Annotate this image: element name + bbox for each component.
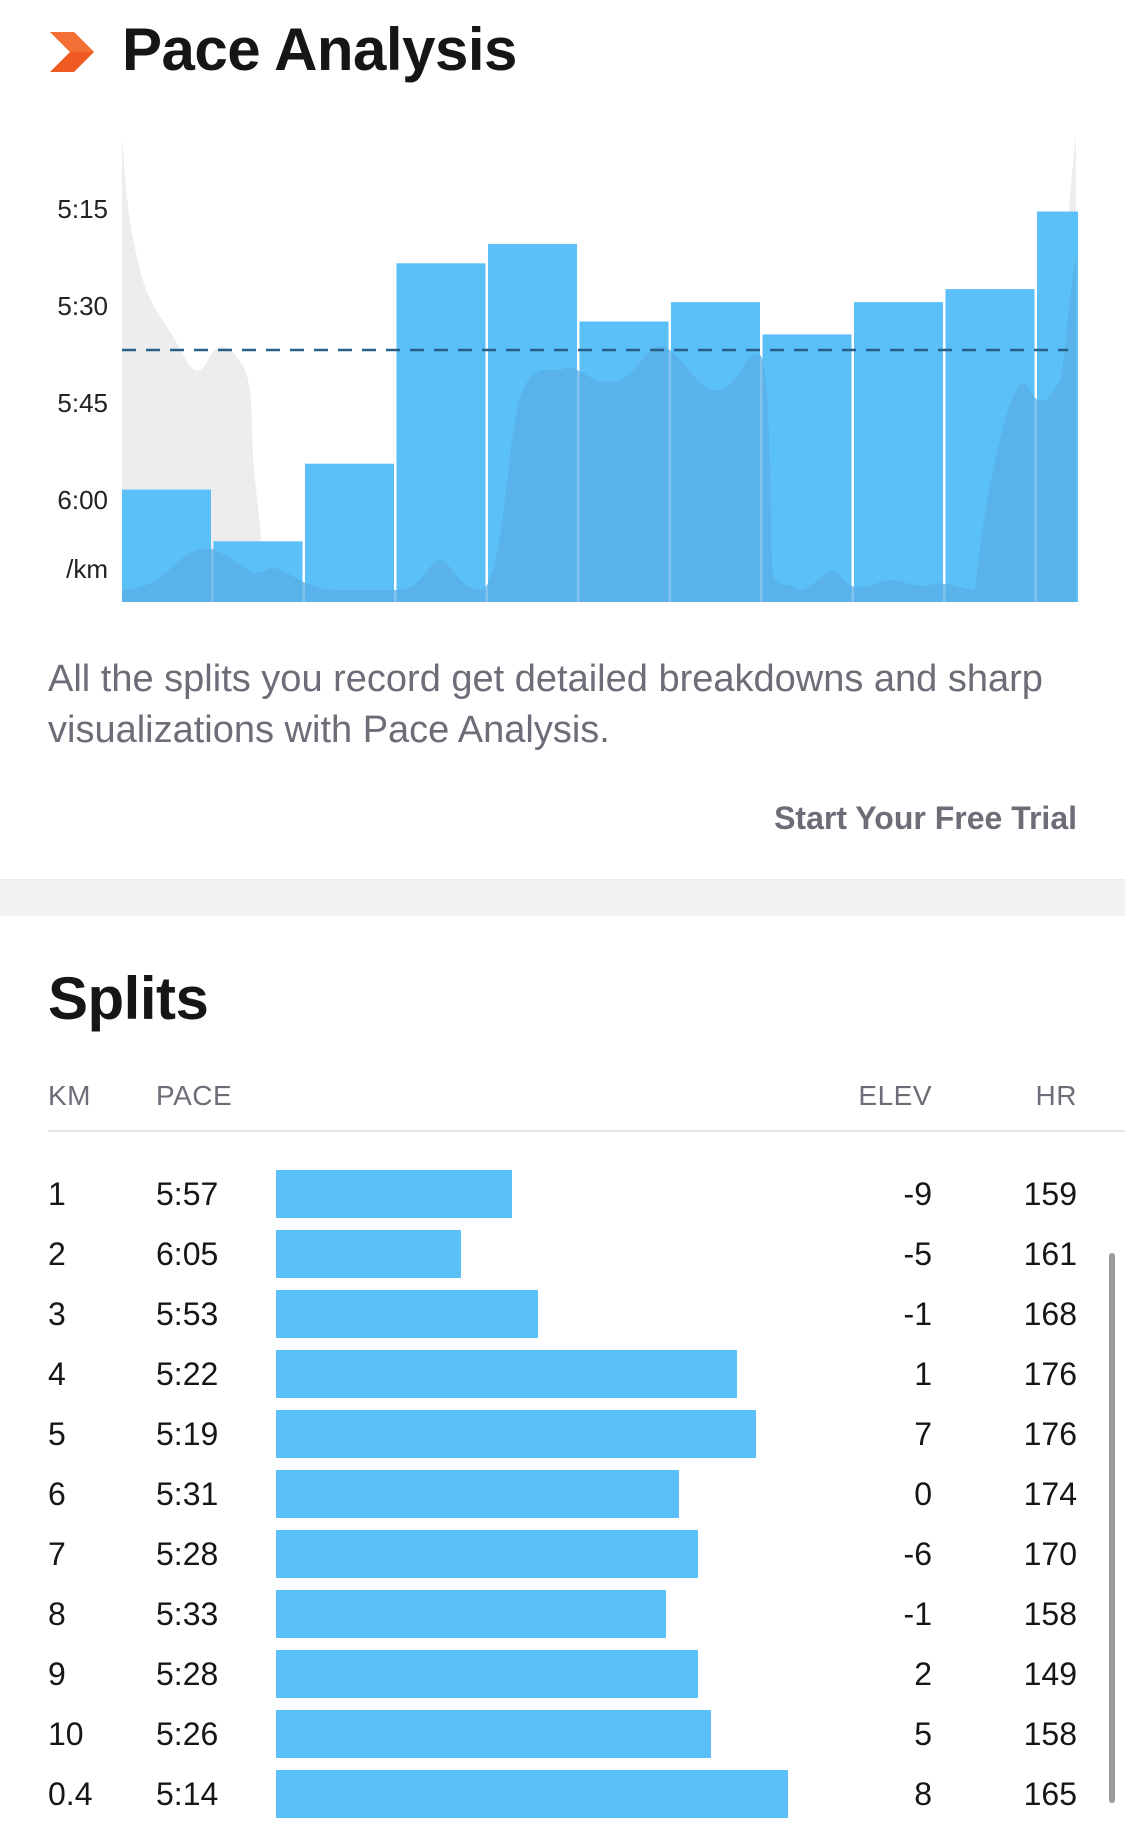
split-hr: 158 [1023,1716,1077,1752]
pace-bar [762,334,852,602]
split-pace-bar [276,1230,461,1278]
split-pace: 5:26 [156,1716,219,1752]
split-elev: -1 [903,1296,932,1332]
table-row: 3 5:53 -1 168 [0,1284,1125,1344]
y-tick-label: 5:45 [57,388,108,418]
chevron-right-icon [50,32,94,72]
table-row: 10 5:26 5 158 [0,1704,1125,1764]
split-pace: 5:19 [156,1416,219,1452]
pace-bar [305,463,394,602]
split-km: 5 [48,1416,66,1452]
split-km: 10 [48,1716,84,1752]
split-elev: 2 [914,1656,932,1692]
split-pace-bar [276,1590,666,1638]
split-elev: -1 [903,1596,932,1632]
y-tick-label: 6:00 [57,485,108,515]
split-elev: 7 [914,1416,932,1452]
split-elev: -9 [903,1176,932,1212]
split-hr: 165 [1023,1776,1077,1812]
split-hr: 174 [1023,1476,1077,1512]
table-row: 1 5:57 -9 159 [0,1164,1125,1224]
split-hr: 176 [1023,1356,1077,1392]
page-title: Pace Analysis [122,16,517,83]
column-header-pace: PACE [156,1080,233,1111]
pace-analysis-header: Pace Analysis [0,0,1125,110]
split-pace-bar [276,1170,512,1218]
split-km: 8 [48,1596,66,1632]
split-km: 6 [48,1476,66,1512]
split-hr: 168 [1023,1296,1077,1332]
split-pace-bar [276,1290,538,1338]
split-elev: -5 [903,1236,932,1272]
split-km: 0.4 [48,1776,93,1812]
split-pace: 5:14 [156,1776,219,1812]
split-km: 2 [48,1236,66,1272]
split-pace-bar [276,1470,679,1518]
table-row: 0.4 5:14 8 165 [0,1764,1125,1824]
split-hr: 149 [1023,1656,1077,1692]
splits-title: Splits [48,965,209,1032]
split-km: 4 [48,1356,66,1392]
split-pace: 5:28 [156,1536,219,1572]
split-elev: 1 [914,1356,932,1392]
split-km: 9 [48,1656,66,1692]
split-hr: 170 [1023,1536,1077,1572]
scrollbar[interactable] [1109,1253,1115,1803]
split-elev: -6 [903,1536,932,1572]
split-pace: 5:33 [156,1596,219,1632]
column-header-km: KM [48,1080,91,1111]
split-pace: 5:57 [156,1176,219,1212]
table-row: 9 5:28 2 149 [0,1644,1125,1704]
split-elev: 8 [914,1776,932,1812]
split-elev: 0 [914,1476,932,1512]
y-tick-label: 5:30 [57,291,108,321]
split-km: 1 [48,1176,66,1212]
split-pace-bar [276,1530,698,1578]
split-pace: 5:53 [156,1296,219,1332]
split-km: 7 [48,1536,66,1572]
split-hr: 176 [1023,1416,1077,1452]
elevation-area-left [122,134,266,602]
split-hr: 158 [1023,1596,1077,1632]
table-row: 6 5:31 0 174 [0,1464,1125,1524]
split-hr: 161 [1023,1236,1077,1272]
pace-chart-svg: 5:15 5:30 5:45 6:00/km [57,134,1078,602]
split-elev: 5 [914,1716,932,1752]
column-header-elev: ELEV [858,1080,932,1111]
pace-bar [396,263,486,602]
table-row: 5 5:19 7 176 [0,1404,1125,1464]
table-row: 7 5:28 -6 170 [0,1524,1125,1584]
split-pace: 6:05 [156,1236,219,1272]
header-divider [48,1130,1125,1132]
table-row: 8 5:33 -1 158 [0,1584,1125,1644]
splits-table: 1 5:57 -9 159 2 6:05 -5 161 3 5:53 -1 168 4 5:22 1 176 5… [0,1164,1125,1824]
elevation-area-overlay [122,260,1076,602]
split-km: 3 [48,1296,66,1332]
table-row: 2 6:05 -5 161 [0,1224,1125,1284]
split-pace-bar [276,1410,756,1458]
pace-chart: 5:15 5:30 5:45 6:00/km [0,120,1125,610]
table-row: 4 5:22 1 176 [0,1344,1125,1404]
split-pace: 5:22 [156,1356,219,1392]
column-header-hr: HR [1035,1080,1077,1111]
y-unit-label: /km [66,554,108,584]
split-pace-bar [276,1710,711,1758]
pace-bar [854,302,943,602]
pace-description: All the splits you record get detailed b… [48,658,1043,751]
split-pace: 5:31 [156,1476,219,1512]
split-pace-bar [276,1650,698,1698]
start-free-trial-link[interactable]: Start Your Free Trial [774,800,1077,836]
split-pace-bar [276,1350,737,1398]
y-tick-label: 5:15 [57,194,108,224]
split-pace-bar [276,1770,788,1818]
section-divider [0,879,1125,916]
split-hr: 159 [1023,1176,1077,1212]
split-pace: 5:28 [156,1656,219,1692]
